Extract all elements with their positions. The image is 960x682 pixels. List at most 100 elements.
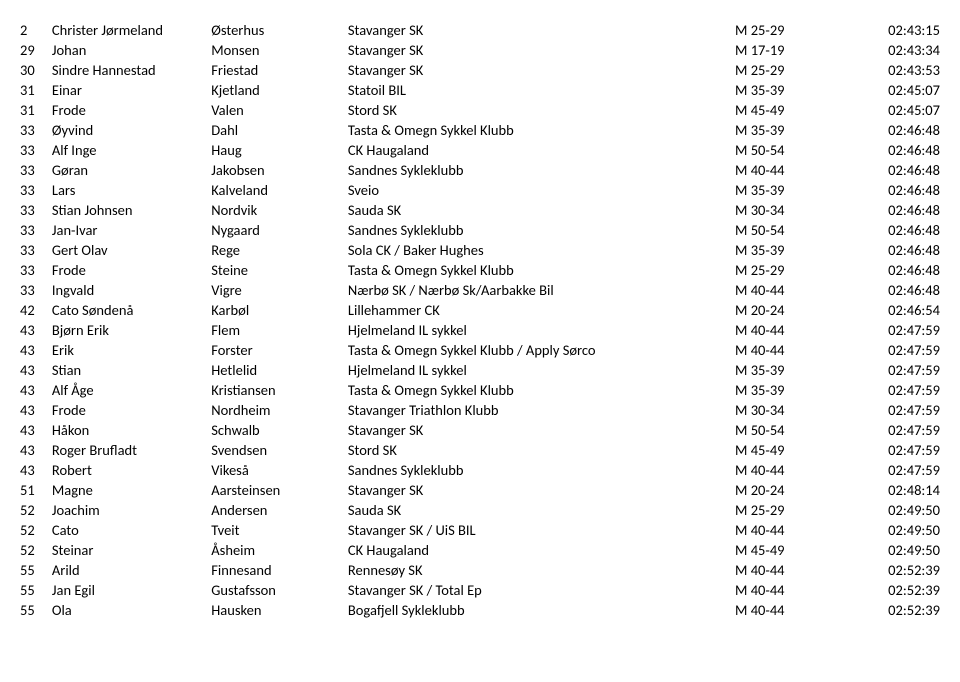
cell-category: M 40-44 bbox=[735, 160, 837, 180]
cell-lastname: Steine bbox=[211, 260, 348, 280]
table-row: 52SteinarÅsheimCK HaugalandM 45-4902:49:… bbox=[20, 540, 940, 560]
cell-club: Rennesøy SK bbox=[348, 560, 735, 580]
cell-firstname: Øyvind bbox=[52, 120, 211, 140]
cell-pos: 52 bbox=[20, 540, 52, 560]
cell-firstname: Stian Johnsen bbox=[52, 200, 211, 220]
cell-category: M 50-54 bbox=[735, 420, 837, 440]
cell-category: M 20-24 bbox=[735, 480, 837, 500]
cell-category: M 45-49 bbox=[735, 540, 837, 560]
cell-pos: 52 bbox=[20, 500, 52, 520]
table-row: 43ErikForsterTasta & Omegn Sykkel Klubb … bbox=[20, 340, 940, 360]
cell-time: 02:45:07 bbox=[837, 100, 940, 120]
cell-category: M 30-34 bbox=[735, 400, 837, 420]
cell-firstname: Stian bbox=[52, 360, 211, 380]
cell-club: Stavanger SK bbox=[348, 60, 735, 80]
cell-lastname: Vigre bbox=[211, 280, 348, 300]
cell-firstname: Cato Søndenå bbox=[52, 300, 211, 320]
cell-firstname: Ingvald bbox=[52, 280, 211, 300]
cell-pos: 51 bbox=[20, 480, 52, 500]
cell-club: Sandnes Sykleklubb bbox=[348, 460, 735, 480]
cell-time: 02:49:50 bbox=[837, 540, 940, 560]
cell-club: Stord SK bbox=[348, 100, 735, 120]
cell-lastname: Rege bbox=[211, 240, 348, 260]
cell-category: M 30-34 bbox=[735, 200, 837, 220]
cell-pos: 33 bbox=[20, 160, 52, 180]
cell-time: 02:46:48 bbox=[837, 200, 940, 220]
cell-pos: 29 bbox=[20, 40, 52, 60]
cell-pos: 31 bbox=[20, 80, 52, 100]
cell-pos: 33 bbox=[20, 180, 52, 200]
cell-lastname: Schwalb bbox=[211, 420, 348, 440]
table-row: 52CatoTveitStavanger SK / UiS BILM 40-44… bbox=[20, 520, 940, 540]
table-row: 55Jan EgilGustafssonStavanger SK / Total… bbox=[20, 580, 940, 600]
cell-lastname: Kalveland bbox=[211, 180, 348, 200]
cell-time: 02:52:39 bbox=[837, 560, 940, 580]
cell-firstname: Frode bbox=[52, 260, 211, 280]
cell-time: 02:46:48 bbox=[837, 260, 940, 280]
cell-pos: 42 bbox=[20, 300, 52, 320]
cell-firstname: Joachim bbox=[52, 500, 211, 520]
cell-time: 02:43:34 bbox=[837, 40, 940, 60]
cell-club: Stavanger SK / Total Ep bbox=[348, 580, 735, 600]
cell-lastname: Åsheim bbox=[211, 540, 348, 560]
cell-club: Statoil BIL bbox=[348, 80, 735, 100]
cell-category: M 40-44 bbox=[735, 280, 837, 300]
table-row: 43StianHetlelidHjelmeland IL sykkelM 35-… bbox=[20, 360, 940, 380]
cell-lastname: Flem bbox=[211, 320, 348, 340]
cell-lastname: Jakobsen bbox=[211, 160, 348, 180]
cell-lastname: Friestad bbox=[211, 60, 348, 80]
cell-club: Stavanger SK bbox=[348, 480, 735, 500]
cell-club: Tasta & Omegn Sykkel Klubb bbox=[348, 260, 735, 280]
cell-club: CK Haugaland bbox=[348, 140, 735, 160]
cell-club: Sandnes Sykleklubb bbox=[348, 160, 735, 180]
cell-time: 02:49:50 bbox=[837, 520, 940, 540]
cell-pos: 33 bbox=[20, 200, 52, 220]
cell-time: 02:46:48 bbox=[837, 220, 940, 240]
cell-category: M 25-29 bbox=[735, 500, 837, 520]
cell-firstname: Einar bbox=[52, 80, 211, 100]
cell-lastname: Vikeså bbox=[211, 460, 348, 480]
cell-category: M 50-54 bbox=[735, 220, 837, 240]
cell-club: Stord SK bbox=[348, 440, 735, 460]
cell-pos: 55 bbox=[20, 560, 52, 580]
cell-club: Stavanger SK bbox=[348, 420, 735, 440]
cell-pos: 30 bbox=[20, 60, 52, 80]
cell-lastname: Hetlelid bbox=[211, 360, 348, 380]
cell-category: M 40-44 bbox=[735, 340, 837, 360]
cell-category: M 40-44 bbox=[735, 560, 837, 580]
cell-category: M 45-49 bbox=[735, 100, 837, 120]
cell-category: M 40-44 bbox=[735, 460, 837, 480]
cell-club: Sauda SK bbox=[348, 200, 735, 220]
cell-firstname: Bjørn Erik bbox=[52, 320, 211, 340]
cell-lastname: Gustafsson bbox=[211, 580, 348, 600]
cell-firstname: Frode bbox=[52, 400, 211, 420]
table-row: 43Roger BrufladtSvendsenStord SKM 45-490… bbox=[20, 440, 940, 460]
cell-club: Hjelmeland IL sykkel bbox=[348, 360, 735, 380]
table-row: 33Stian JohnsenNordvikSauda SKM 30-3402:… bbox=[20, 200, 940, 220]
cell-lastname: Aarsteinsen bbox=[211, 480, 348, 500]
cell-pos: 55 bbox=[20, 600, 52, 620]
cell-club: Sveio bbox=[348, 180, 735, 200]
cell-lastname: Finnesand bbox=[211, 560, 348, 580]
cell-pos: 43 bbox=[20, 420, 52, 440]
cell-lastname: Forster bbox=[211, 340, 348, 360]
cell-pos: 33 bbox=[20, 120, 52, 140]
cell-firstname: Håkon bbox=[52, 420, 211, 440]
cell-club: Nærbø SK / Nærbø Sk/Aarbakke Bil bbox=[348, 280, 735, 300]
cell-firstname: Frode bbox=[52, 100, 211, 120]
cell-lastname: Karbøl bbox=[211, 300, 348, 320]
cell-pos: 43 bbox=[20, 460, 52, 480]
cell-club: Stavanger SK bbox=[348, 40, 735, 60]
cell-pos: 33 bbox=[20, 280, 52, 300]
table-row: 33GøranJakobsenSandnes SykleklubbM 40-44… bbox=[20, 160, 940, 180]
cell-category: M 25-29 bbox=[735, 60, 837, 80]
cell-category: M 25-29 bbox=[735, 20, 837, 40]
cell-pos: 43 bbox=[20, 380, 52, 400]
cell-lastname: Valen bbox=[211, 100, 348, 120]
cell-pos: 33 bbox=[20, 140, 52, 160]
cell-firstname: Gert Olav bbox=[52, 240, 211, 260]
table-row: 42Cato SøndenåKarbølLillehammer CKM 20-2… bbox=[20, 300, 940, 320]
cell-lastname: Andersen bbox=[211, 500, 348, 520]
cell-category: M 35-39 bbox=[735, 80, 837, 100]
table-row: 55ArildFinnesandRennesøy SKM 40-4402:52:… bbox=[20, 560, 940, 580]
